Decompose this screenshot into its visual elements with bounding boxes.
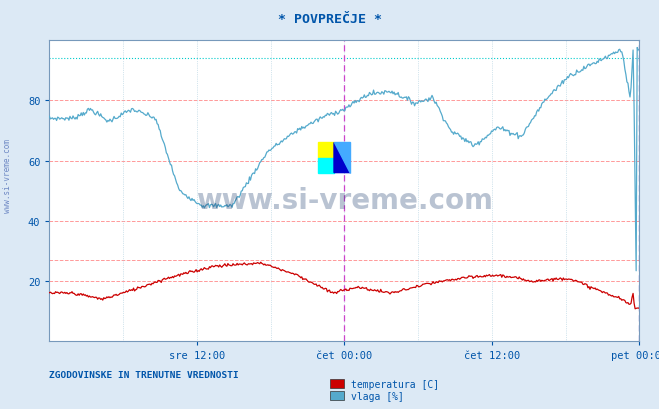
- Text: vlaga [%]: vlaga [%]: [351, 391, 403, 401]
- Text: www.si-vreme.com: www.si-vreme.com: [196, 186, 493, 214]
- Polygon shape: [318, 143, 334, 158]
- Polygon shape: [334, 143, 350, 173]
- Text: ZGODOVINSKE IN TRENUTNE VREDNOSTI: ZGODOVINSKE IN TRENUTNE VREDNOSTI: [49, 370, 239, 379]
- Polygon shape: [318, 158, 334, 173]
- Text: * POVPREČJE *: * POVPREČJE *: [277, 13, 382, 26]
- Text: temperatura [C]: temperatura [C]: [351, 379, 439, 389]
- Polygon shape: [334, 143, 350, 173]
- Text: www.si-vreme.com: www.si-vreme.com: [3, 139, 13, 213]
